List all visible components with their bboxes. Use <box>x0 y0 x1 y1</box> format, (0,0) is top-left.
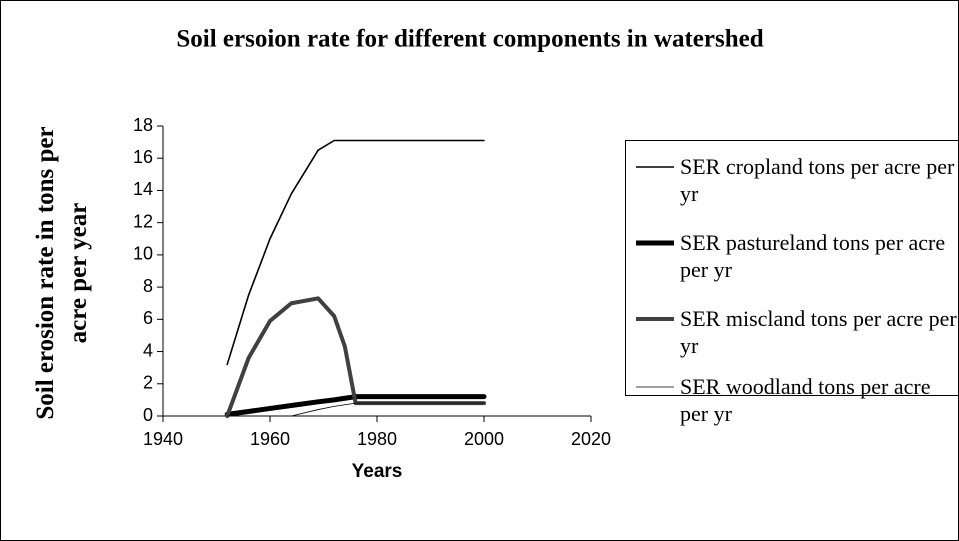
legend: SER cropland tons per acre per yr SER pas… <box>625 140 959 426</box>
series-line <box>226 139 485 366</box>
legend-entry: SER woodland tons per acre per yr <box>634 373 959 427</box>
legend-entry: SER pastureland tons per acre per yr <box>634 229 959 283</box>
chart-title: Soil ersoion rate for different componen… <box>176 26 763 53</box>
y-tick-label: 8 <box>143 276 153 296</box>
y-axis-label: Soil erosion rate in tons per acre per y… <box>32 126 92 420</box>
y-tick-label: 16 <box>133 147 153 167</box>
legend-swatch <box>636 166 674 168</box>
y-tick-label: 14 <box>133 179 153 199</box>
series-line <box>224 394 487 417</box>
y-tick-label: 6 <box>143 308 153 328</box>
x-tick-label: 1940 <box>143 429 183 449</box>
x-tick-label: 1980 <box>357 429 397 449</box>
y-tick-label: 18 <box>133 115 153 135</box>
legend-entry: SER cropland tons per acre per yr <box>634 153 959 207</box>
legend-label: SER miscland tons per acre per yr <box>680 306 957 358</box>
series-line <box>225 296 486 418</box>
series-line <box>226 402 485 417</box>
x-tick-label: 2000 <box>464 429 504 449</box>
y-tick-label: 2 <box>143 373 153 393</box>
y-tick-label: 10 <box>133 244 153 264</box>
y-tick-label: 0 <box>143 405 153 425</box>
legend-swatch <box>636 317 674 321</box>
legend-swatch <box>636 240 674 246</box>
legend-label: SER pastureland tons per acre per yr <box>680 230 946 282</box>
legend-label: SER woodland tons per acre per yr <box>680 374 931 426</box>
legend-label: SER cropland tons per acre per yr <box>680 154 955 206</box>
x-tick-label: 2020 <box>571 429 611 449</box>
y-tick-label: 4 <box>143 340 153 360</box>
x-tick-label: 1960 <box>250 429 290 449</box>
legend-entry: SER miscland tons per acre per yr <box>634 305 959 359</box>
y-tick-label: 12 <box>133 211 153 231</box>
legend-swatch <box>636 386 674 388</box>
x-axis-label: Years <box>352 461 403 482</box>
